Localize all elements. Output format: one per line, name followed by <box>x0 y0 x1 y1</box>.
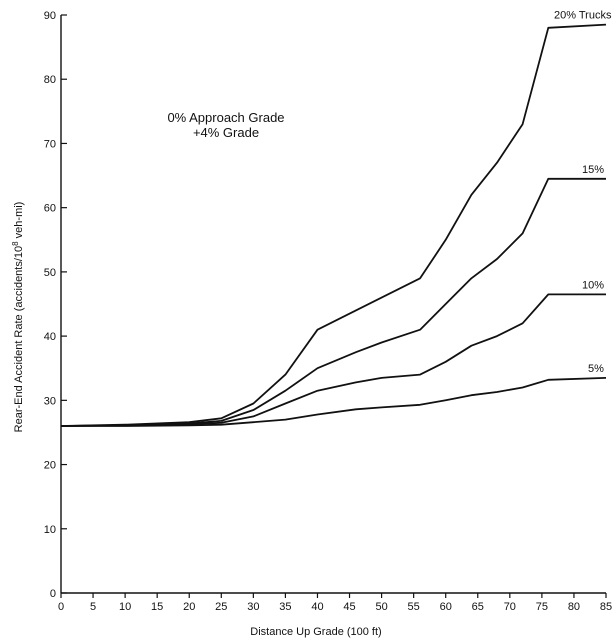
annotation-approach-grade: 0% Approach Grade <box>167 110 284 125</box>
y-tick-label: 0 <box>50 588 56 600</box>
x-tick-label: 75 <box>536 601 548 613</box>
x-tick-label: 50 <box>375 601 387 613</box>
series-label: 10% <box>582 279 604 291</box>
series-labels: 20% Trucks 15% 10% 5% <box>554 10 612 375</box>
y-axis-label: Rear-End Accident Rate (accidents/108 ve… <box>11 202 25 433</box>
x-tick-label: 60 <box>440 601 452 613</box>
series-line <box>60 23 607 427</box>
x-tick-label: 30 <box>247 601 259 613</box>
x-tick-label: 5 <box>90 601 96 613</box>
y-tick-label: 90 <box>44 10 56 22</box>
axes <box>60 15 606 594</box>
x-tick-label: 85 <box>600 601 612 613</box>
y-tick-label: 20 <box>44 460 56 472</box>
x-axis-label: Distance Up Grade (100 ft) <box>250 626 381 638</box>
annotation-grade: +4% Grade <box>193 125 259 140</box>
y-tick-label: 80 <box>44 74 56 86</box>
y-tick-label: 30 <box>44 395 56 407</box>
x-tick-label: 15 <box>151 601 163 613</box>
series-label: 5% <box>588 363 604 375</box>
x-tick-label: 45 <box>343 601 355 613</box>
y-tick-label: 70 <box>44 138 56 150</box>
y-ticks: 0 10 20 30 40 50 60 70 80 90 <box>44 10 67 600</box>
x-tick-label: 35 <box>279 601 291 613</box>
x-tick-label: 40 <box>311 601 323 613</box>
x-tick-label: 55 <box>408 601 420 613</box>
series-group <box>60 23 607 427</box>
x-tick-label: 65 <box>472 601 484 613</box>
x-tick-label: 25 <box>215 601 227 613</box>
series-line <box>60 177 606 427</box>
x-tick-label: 20 <box>183 601 195 613</box>
x-tick-label: 0 <box>58 601 64 613</box>
y-tick-label: 60 <box>44 203 56 215</box>
x-tick-label: 10 <box>119 601 131 613</box>
series-label: 15% <box>582 164 604 176</box>
series-label: 20% Trucks <box>554 10 612 22</box>
y-tick-label: 40 <box>44 331 56 343</box>
series-line <box>61 377 607 427</box>
series-line <box>60 293 606 427</box>
y-tick-label: 10 <box>44 524 56 536</box>
x-tick-label: 80 <box>568 601 580 613</box>
y-tick-label: 50 <box>44 267 56 279</box>
x-ticks: 0 5 10 15 20 25 30 35 40 45 50 55 60 65 70 75 80 85 <box>58 593 612 613</box>
x-tick-label: 70 <box>504 601 516 613</box>
